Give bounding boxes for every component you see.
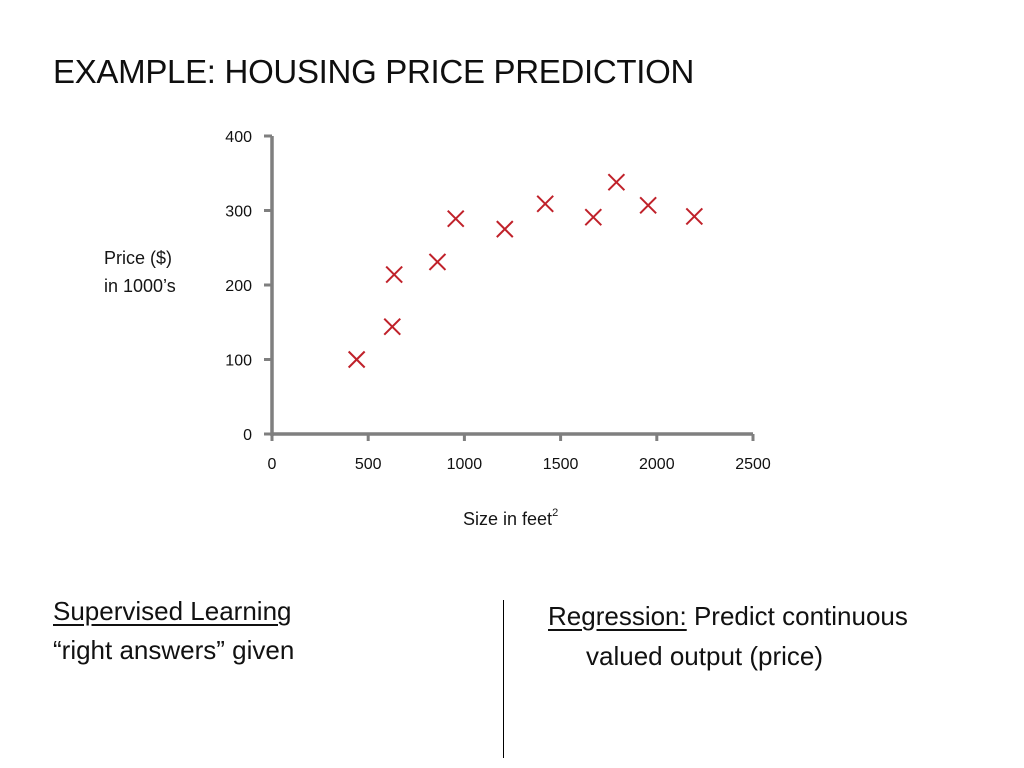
y-axis-label-line-1: Price ($) xyxy=(104,248,173,268)
x-tick-label: 0 xyxy=(268,456,277,473)
data-point-marker xyxy=(607,173,626,191)
x-tick-label: 1000 xyxy=(447,456,483,473)
data-point-marker xyxy=(447,209,465,228)
regression-block: Regression: Predict continuous valued ou… xyxy=(548,596,908,676)
data-point-marker xyxy=(536,195,554,213)
supervised-learning-block: Supervised Learning “right answers” give… xyxy=(53,596,294,666)
data-point-marker xyxy=(385,265,403,284)
right-answers-text: “right answers” given xyxy=(53,635,295,665)
regression-text-2: valued output (price) xyxy=(586,641,824,671)
x-tick-label: 500 xyxy=(355,456,382,473)
chart-points xyxy=(347,173,704,369)
chart-axes xyxy=(270,136,753,436)
y-tick-label: 200 xyxy=(225,278,252,295)
supervised-learning-heading: Supervised Learning xyxy=(53,596,292,626)
y-tick-label: 0 xyxy=(243,427,252,444)
regression-heading: Regression: xyxy=(548,601,687,631)
y-tick-label: 300 xyxy=(225,204,252,221)
slide-title: EXAMPLE: HOUSING PRICE PREDICTION xyxy=(53,53,695,90)
x-axis-label-superscript: 2 xyxy=(552,507,559,519)
x-axis-label-text: Size in feet xyxy=(463,509,553,529)
y-tick-label: 400 xyxy=(225,129,252,146)
data-point-marker xyxy=(584,208,603,226)
x-tick-label: 2500 xyxy=(735,456,771,473)
chart-ticks xyxy=(264,134,755,441)
y-axis-label: Price ($) in 1000’s xyxy=(104,244,176,300)
x-tick-label: 2000 xyxy=(639,456,675,473)
data-point-marker xyxy=(639,196,657,214)
x-axis-label: Size in feet2 xyxy=(463,507,559,530)
chart-tick-labels: 0 500 1000 1500 2000 2500 0 100 200 300 400 xyxy=(225,129,771,473)
y-axis-label-line-2: in 1000’s xyxy=(104,276,176,296)
regression-text-1: Predict continuous xyxy=(693,601,908,631)
data-point-marker xyxy=(347,350,366,369)
y-tick-label: 100 xyxy=(225,353,252,370)
data-point-marker xyxy=(428,253,447,271)
data-point-marker xyxy=(383,318,401,336)
vertical-divider xyxy=(503,600,504,758)
data-point-marker xyxy=(496,220,514,238)
x-tick-label: 1500 xyxy=(543,456,579,473)
data-point-marker xyxy=(685,207,704,226)
